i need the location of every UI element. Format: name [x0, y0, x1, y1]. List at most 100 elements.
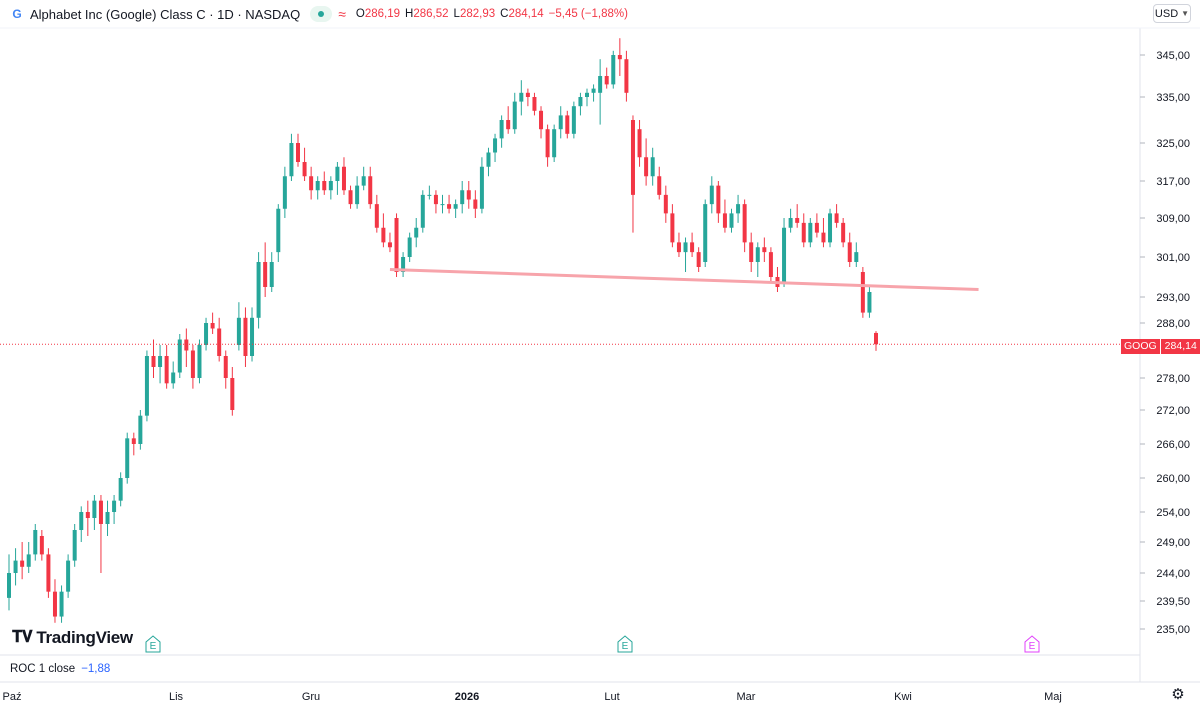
candle-body — [854, 252, 859, 262]
candle-body — [821, 232, 826, 243]
price-axis-labels: 345,00 335,00 325,00 317,00 309,00 301,00 293,… — [1140, 50, 1190, 636]
candle-body — [499, 120, 504, 139]
candle-body — [841, 222, 846, 243]
candle-body — [703, 204, 708, 262]
candle-body — [578, 97, 583, 107]
chevron-down-icon: ▼ — [1181, 9, 1190, 18]
price-tick-label: 266,00 — [1156, 439, 1190, 451]
candle-body — [269, 262, 274, 287]
candle-body — [33, 530, 38, 555]
candle-body — [867, 292, 872, 313]
candle-body — [532, 97, 537, 111]
candle-body — [256, 262, 261, 318]
candle-body — [565, 115, 570, 134]
candle-body — [171, 372, 176, 384]
google-logo-icon: G — [12, 7, 22, 21]
candle-body — [650, 157, 655, 177]
candle-body — [118, 478, 123, 501]
symbol-title[interactable]: Alphabet Inc (Google) Class C · 1D · NAS… — [30, 6, 301, 22]
candle-body — [670, 213, 675, 243]
candle-body — [460, 190, 465, 205]
candle-body — [506, 120, 511, 130]
ohlc-close: C284,14 — [500, 8, 544, 20]
currency-label: USD — [1154, 7, 1179, 20]
earnings-marker-icon: E — [1024, 635, 1040, 653]
candle-body — [368, 176, 373, 205]
time-axis-label: Lut — [604, 691, 619, 703]
trendline-segment — [389, 268, 979, 291]
candle-body — [394, 218, 399, 272]
candle-body — [663, 194, 668, 214]
candle-body — [473, 199, 478, 209]
candle-body — [512, 101, 517, 130]
tradingview-logo[interactable]: 𝐓𝐕 TradingView — [12, 628, 133, 648]
candle-body — [210, 323, 215, 329]
candle-body — [539, 110, 544, 130]
price-tick-label: 309,00 — [1156, 213, 1190, 225]
price-tick-label: 301,00 — [1156, 252, 1190, 264]
candle-body — [585, 92, 589, 97]
candle-body — [617, 55, 622, 60]
price-tick-label: 317,00 — [1156, 176, 1190, 188]
candle-body — [407, 237, 412, 257]
earnings-marker-icon: E — [145, 635, 161, 653]
candle-body — [263, 262, 268, 287]
time-axis-label: Kwi — [894, 691, 912, 703]
time-axis-label: Maj — [1044, 691, 1062, 703]
symbol-header: G Alphabet Inc (Google) Class C · 1D · N… — [0, 0, 1140, 28]
support-trendline — [389, 268, 979, 291]
time-axis-labels: Paź Lis Gru 2026 Lut Mar Kwi Maj — [3, 691, 1062, 703]
candle-body — [217, 328, 222, 356]
candle-body — [729, 213, 734, 228]
candle-body — [66, 560, 71, 592]
candle-body — [98, 500, 103, 524]
candle-body — [92, 500, 97, 518]
earnings-marker-letter: E — [150, 641, 157, 652]
candle-body — [762, 247, 767, 253]
time-axis-label: Mar — [737, 691, 756, 703]
candle-body — [571, 106, 576, 134]
price-tick-label: 325,00 — [1156, 138, 1190, 150]
earnings-marker-letter: E — [622, 641, 629, 652]
roc-indicator-legend[interactable]: ROC 1 close −1,88 — [10, 663, 110, 675]
candle-body — [466, 190, 471, 200]
candle-body — [814, 222, 819, 233]
candle-body — [309, 176, 314, 191]
time-axis-label: Gru — [302, 691, 320, 703]
market-status-icon[interactable] — [310, 6, 333, 22]
candle-body — [112, 500, 117, 512]
earnings-marker-letter: E — [1029, 641, 1036, 652]
candle-body — [440, 204, 445, 206]
earnings-marker-icon: E — [617, 635, 633, 653]
candle-body — [690, 242, 695, 253]
ohlc-open: O286,19 — [355, 8, 401, 20]
candle-body — [131, 438, 136, 444]
gear-icon[interactable]: ⚙ — [1171, 686, 1185, 703]
candle-body — [250, 317, 255, 356]
last-price-label: GOOG 284,14 — [1121, 339, 1200, 354]
candle-body — [39, 536, 44, 555]
candle-body — [644, 157, 649, 177]
candle-body — [335, 166, 340, 181]
price-change: −5,45 (−1,88%) — [548, 8, 628, 20]
candle-body — [834, 213, 839, 223]
candle-body — [374, 204, 379, 228]
price-tick-label: 244,00 — [1156, 568, 1190, 580]
candle-body — [493, 138, 498, 153]
candle-body — [381, 227, 386, 243]
candle-body — [296, 143, 300, 162]
candle-body — [637, 129, 642, 158]
candle-body — [552, 129, 557, 158]
candle-body — [105, 512, 110, 524]
candle-body — [158, 356, 163, 367]
candle-body — [72, 530, 77, 561]
data-approx-icon[interactable]: ≈ — [338, 6, 346, 22]
candle-body — [289, 143, 294, 177]
price-tick-label: 278,00 — [1156, 373, 1190, 385]
candle-body — [328, 181, 333, 191]
currency-selector[interactable]: USD ▼ — [1153, 4, 1191, 23]
candle-body — [788, 218, 793, 228]
candle-body — [20, 560, 25, 567]
price-tick-label: 288,00 — [1156, 318, 1190, 330]
